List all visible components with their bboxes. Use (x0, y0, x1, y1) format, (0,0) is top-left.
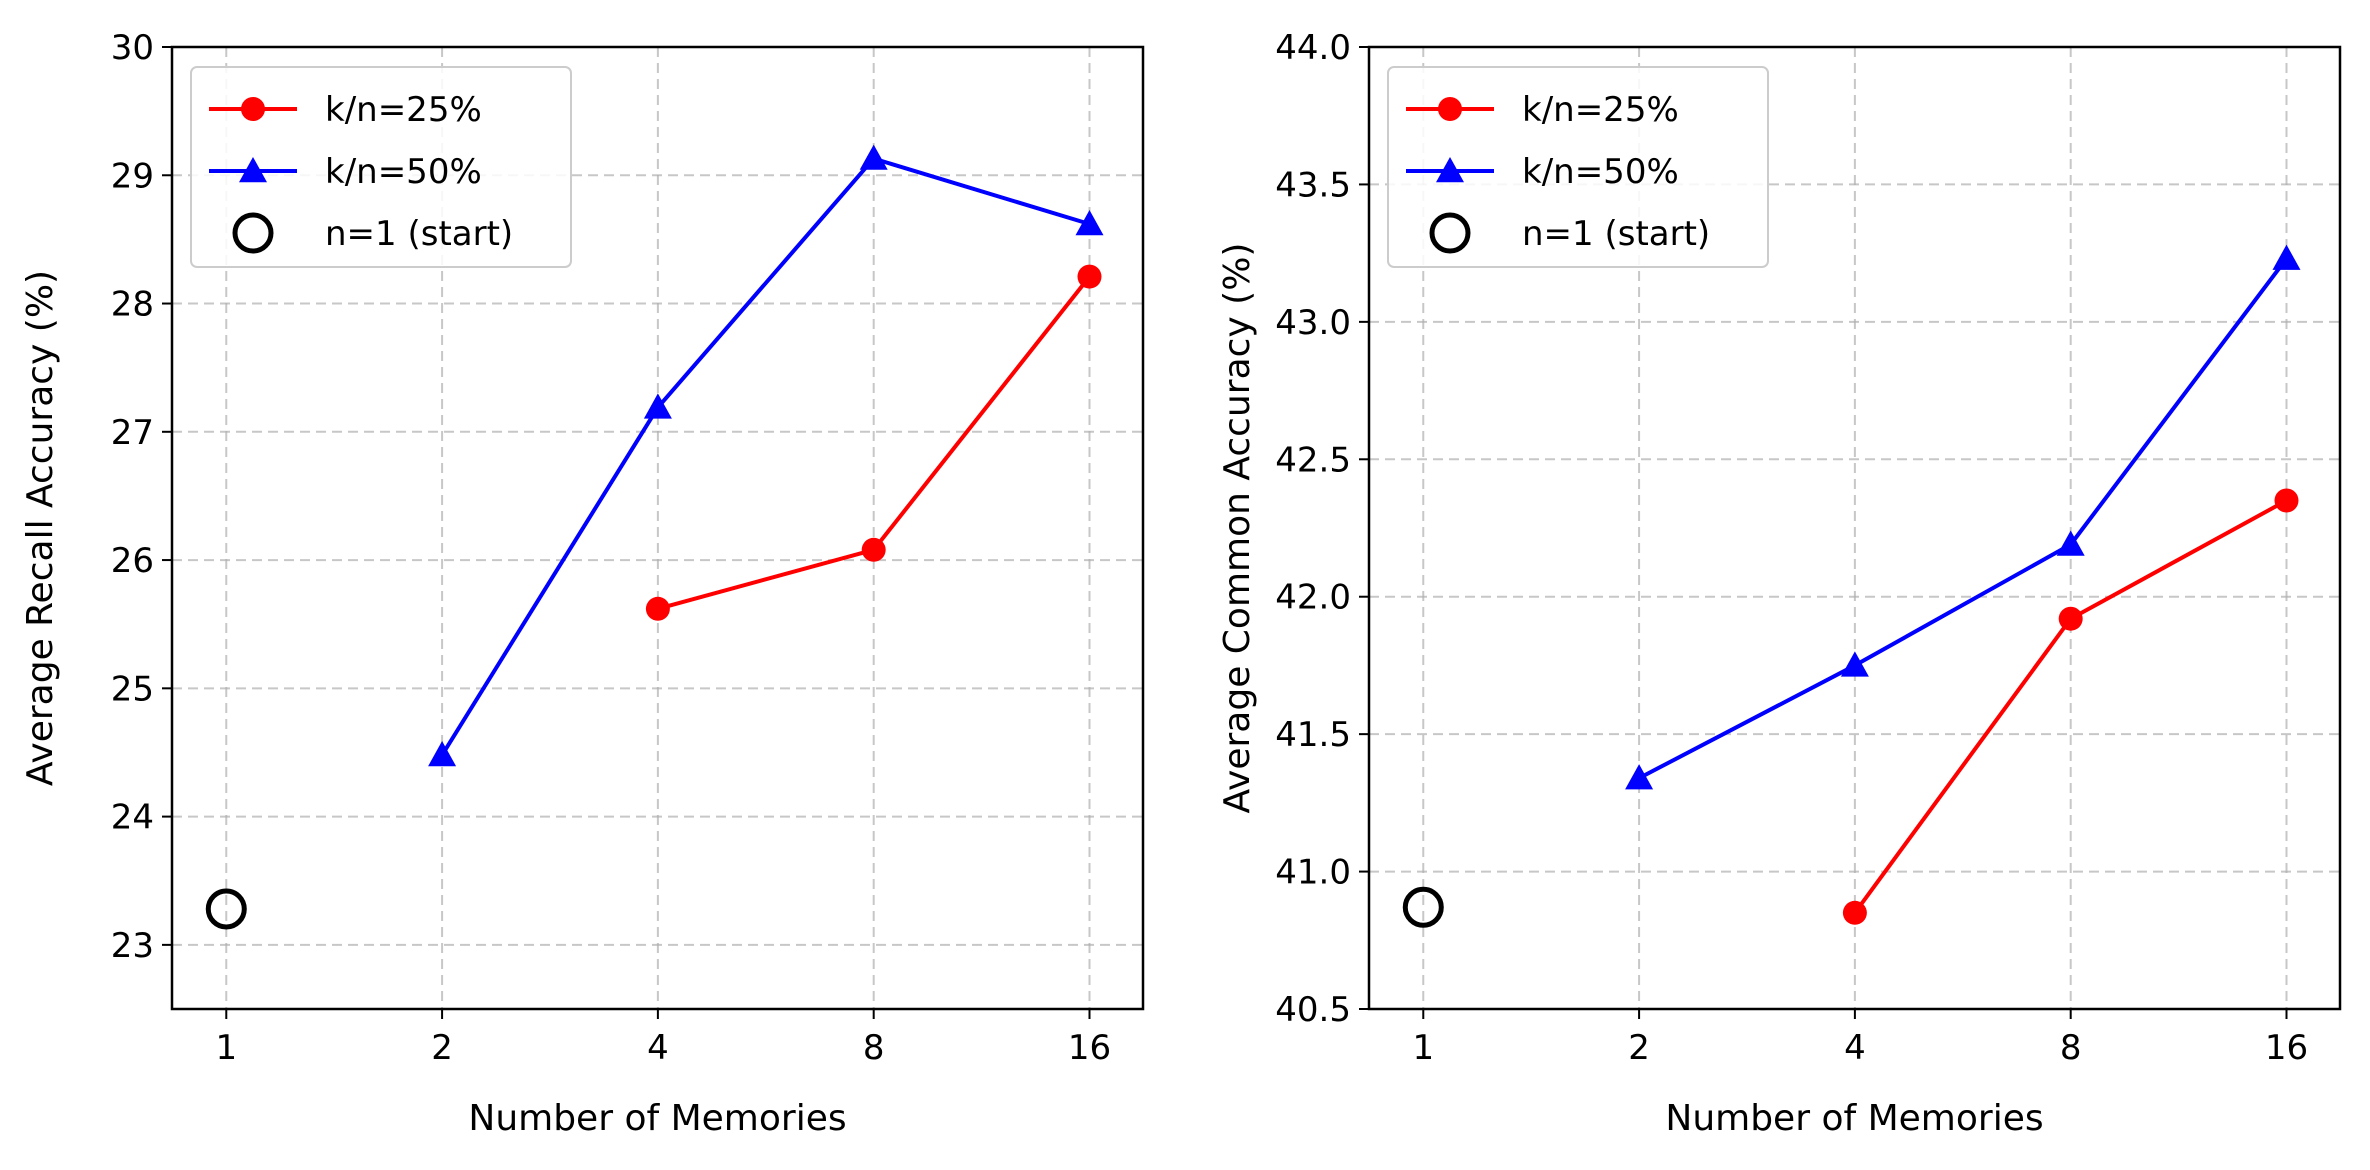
legend-marker (232, 212, 274, 254)
legend-label: k/n=50% (325, 152, 482, 192)
data-point (428, 741, 457, 767)
x-tick-label: 1 (215, 1028, 237, 1068)
y-tick-label: 29 (111, 156, 154, 196)
series-line-1 (440, 156, 1091, 757)
legend: k/n=25% k/n=50% n=1 (start) (190, 66, 572, 268)
x-tick-label: 4 (1844, 1028, 1866, 1068)
data-point (1077, 264, 1102, 289)
legend-marker (241, 97, 265, 121)
x-tick-label: 8 (863, 1028, 885, 1068)
y-axis-label: Average Recall Accuracy (%) (20, 270, 61, 786)
legend-label: k/n=50% (1522, 152, 1679, 192)
y-tick-label: 41.5 (1275, 715, 1351, 755)
legend: k/n=25% k/n=50% n=1 (start) (1387, 66, 1769, 268)
data-point (645, 596, 670, 621)
y-tick-label: 27 (111, 413, 154, 453)
y-tick-label: 28 (111, 285, 154, 325)
x-tick-label: 16 (1068, 1028, 1111, 1068)
y-axis-label: Average Common Accuracy (%) (1217, 243, 1258, 814)
y-tick-label: 43.5 (1275, 165, 1351, 205)
x-tick-label: 4 (647, 1028, 669, 1068)
legend-label: n=1 (start) (1522, 214, 1710, 254)
data-point (2274, 488, 2299, 513)
series-line-1 (1638, 257, 2289, 780)
y-tick-label: 43.0 (1275, 303, 1351, 343)
legend-label: k/n=25% (1522, 90, 1679, 130)
legend-label: k/n=25% (325, 90, 482, 130)
y-tick-label: 26 (111, 541, 154, 581)
y-tick-label: 25 (111, 669, 154, 709)
y-tick-label: 40.5 (1275, 990, 1351, 1030)
legend-box (1387, 66, 1769, 268)
x-tick-label: 16 (2265, 1028, 2308, 1068)
data-point (1842, 900, 1867, 925)
y-tick-label: 44.0 (1275, 28, 1351, 68)
x-tick-label: 1 (1412, 1028, 1434, 1068)
data-point (861, 537, 886, 562)
y-tick-label: 30 (111, 28, 154, 68)
data-point (1840, 651, 1869, 677)
x-axis-label: Number of Memories (468, 1098, 846, 1139)
x-tick-label: 8 (2060, 1028, 2082, 1068)
data-point (2058, 606, 2083, 631)
chart-panel-2: 1 2 4 8 16 40.5 41.0 41.5 42.0 42.5 43.0 43.5 44.0 Nu… (1217, 28, 2342, 1139)
data-point (2272, 244, 2301, 270)
y-tick-label: 42.5 (1275, 440, 1351, 480)
x-axis-label: Number of Memories (1665, 1098, 2043, 1139)
data-point-start (1402, 886, 1444, 928)
data-point-start (205, 888, 247, 930)
data-point (643, 393, 672, 419)
legend-marker (239, 157, 267, 183)
legend-marker (1429, 212, 1471, 254)
y-tick-label: 23 (111, 926, 154, 966)
legend-marker (1436, 157, 1464, 183)
data-point (1075, 210, 1104, 236)
data-point (1625, 764, 1654, 790)
legend-marker (1438, 97, 1462, 121)
y-tick-label: 24 (111, 798, 154, 838)
y-tick-label: 42.0 (1275, 578, 1351, 618)
data-point (2056, 530, 2085, 556)
x-tick-label: 2 (431, 1028, 453, 1068)
legend-box (190, 66, 572, 268)
y-tick-label: 41.0 (1275, 853, 1351, 893)
data-point (859, 144, 888, 170)
x-tick-label: 2 (1628, 1028, 1650, 1068)
legend-label: n=1 (start) (325, 214, 513, 254)
